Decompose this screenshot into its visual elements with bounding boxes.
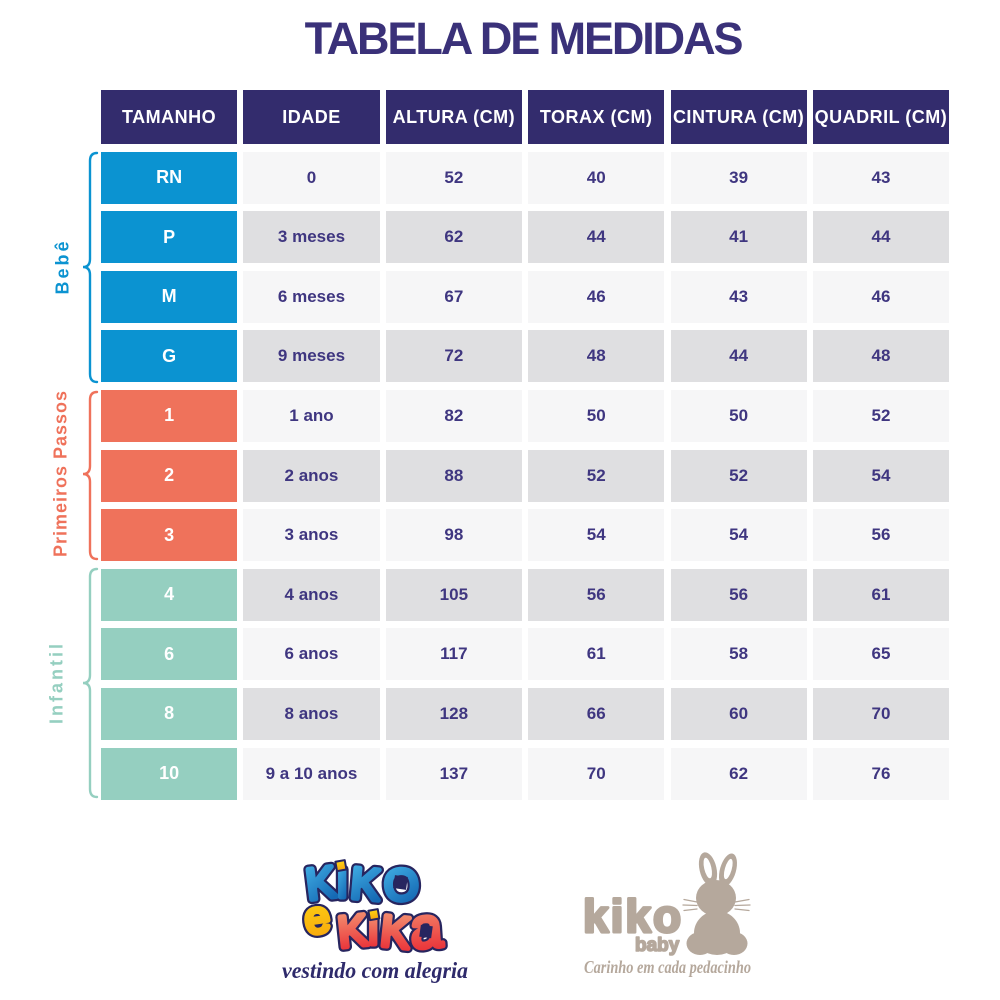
svg-text:vestindo com alegria: vestindo com alegria (282, 958, 468, 983)
svg-text:baby: baby (635, 935, 680, 956)
svg-text:Carinho em cada pedacinho: Carinho em cada pedacinho (584, 957, 751, 977)
svg-text:kiko: kiko (583, 890, 683, 942)
svg-text:baby: baby (635, 935, 680, 956)
